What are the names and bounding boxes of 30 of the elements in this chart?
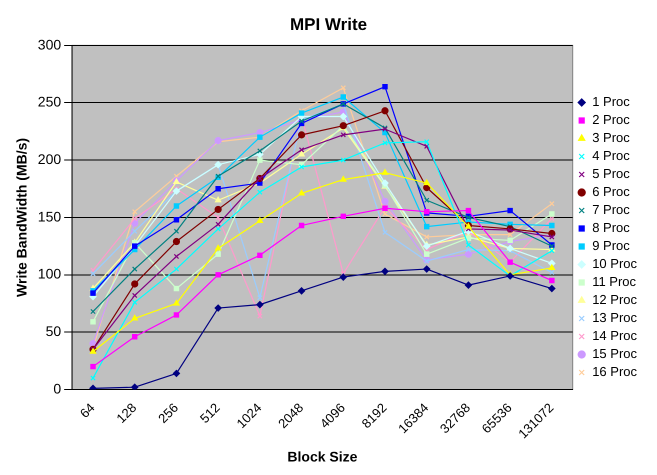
x-axis-title: Block Size bbox=[287, 448, 358, 464]
x-tick-label: 128 bbox=[113, 400, 140, 426]
y-tick-label: 200 bbox=[38, 150, 62, 167]
legend-label: 4 Proc bbox=[592, 148, 630, 164]
legend-label: 13 Proc bbox=[592, 310, 638, 326]
y-tick-label: 50 bbox=[46, 323, 62, 340]
y-tick-label: 100 bbox=[38, 266, 62, 282]
legend-label: 8 Proc bbox=[592, 220, 630, 236]
y-tick-label: 250 bbox=[38, 94, 62, 110]
chart-title: MPI Write bbox=[290, 14, 368, 34]
legend-label: 15 Proc bbox=[592, 346, 638, 362]
legend-label: 14 Proc bbox=[592, 328, 638, 344]
y-tick-label: 0 bbox=[53, 380, 62, 396]
legend-label: 2 Proc bbox=[592, 112, 630, 128]
y-tick-label: 300 bbox=[38, 36, 62, 52]
legend-label: 1 Proc bbox=[592, 94, 630, 110]
legend-label: 6 Proc bbox=[592, 184, 630, 200]
legend-label: 11 Proc bbox=[592, 274, 637, 290]
legend-label: 12 Proc bbox=[592, 292, 638, 308]
x-tick-label: 512 bbox=[196, 400, 223, 426]
legend-label: 16 Proc bbox=[592, 364, 638, 380]
y-axis-title: Write BandWidth (MB/s) bbox=[13, 138, 30, 297]
legend-label: 5 Proc bbox=[592, 166, 630, 182]
y-tick-label: 150 bbox=[38, 208, 62, 224]
legend-label: 7 Proc bbox=[592, 202, 630, 218]
legend-label: 3 Proc bbox=[592, 130, 630, 146]
x-tick-label: 256 bbox=[155, 400, 182, 426]
legend-label: 10 Proc bbox=[592, 256, 638, 272]
legend-label: 9 Proc bbox=[592, 238, 630, 254]
x-tick-label: 64 bbox=[76, 400, 98, 421]
